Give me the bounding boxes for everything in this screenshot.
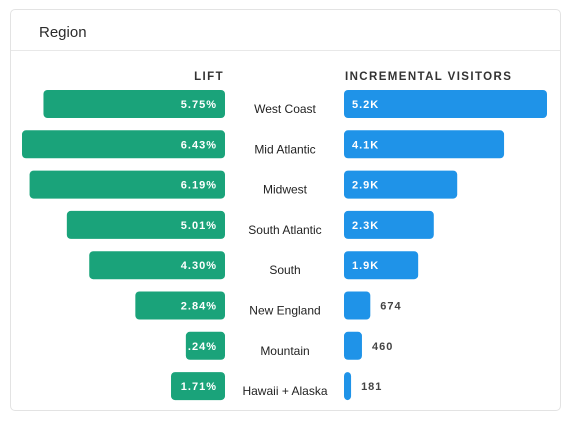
- lift-value-label: 6.43%: [181, 139, 217, 151]
- region-panel: Region: [10, 9, 561, 411]
- lift-bar: [66, 210, 226, 239]
- lift-bar: [135, 291, 225, 320]
- lift-bar: [22, 130, 225, 159]
- lift-value-label: .24%: [188, 341, 217, 353]
- visitors-value-label: 2.3K: [352, 220, 379, 232]
- lift-bar: [89, 251, 225, 280]
- visitors-header: INCREMENTAL VISITORS: [345, 71, 512, 83]
- lift-value-label: 2.84%: [181, 301, 217, 313]
- lift-value-label: 5.01%: [181, 220, 217, 232]
- lift-value-label: 4.30%: [181, 260, 217, 272]
- lift-bar: [171, 372, 225, 401]
- visitors-bar: [344, 210, 434, 239]
- region-label: South: [269, 263, 300, 277]
- visitors-bar: [344, 170, 458, 199]
- region-label: New England: [249, 304, 320, 318]
- lift-value-label: 6.19%: [181, 180, 217, 192]
- lift-bar: [43, 90, 226, 118]
- visitors-bar: [344, 372, 352, 401]
- region-label: Midwest: [263, 183, 308, 197]
- region-label: South Atlantic: [248, 223, 321, 237]
- visitors-value-label: 674: [380, 301, 401, 313]
- visitors-value-label: 1.9K: [352, 260, 379, 272]
- visitors-value-label: 460: [372, 341, 393, 353]
- visitors-value-label: 2.9K: [352, 180, 379, 192]
- panel-title: Region: [39, 24, 87, 41]
- visitors-bar: [344, 90, 547, 118]
- region-label: Mountain: [260, 344, 309, 358]
- visitors-bar: [344, 331, 362, 360]
- panel-header: Region: [11, 10, 560, 51]
- visitors-bar: [344, 291, 371, 320]
- lift-value-label: 1.71%: [181, 381, 217, 393]
- region-label: Hawaii + Alaska: [242, 384, 327, 398]
- visitors-bar: [344, 251, 419, 280]
- visitors-value-label: 4.1K: [352, 139, 379, 151]
- lift-bar: [185, 331, 225, 360]
- region-label: West Coast: [254, 102, 316, 116]
- lift-value-label: 5.75%: [181, 99, 217, 111]
- visitors-value-label: 5.2K: [352, 99, 379, 111]
- lift-bar: [29, 170, 226, 199]
- visitors-bar: [344, 130, 505, 159]
- region-label: Mid Atlantic: [254, 142, 315, 156]
- visitors-value-label: 181: [361, 381, 382, 393]
- lift-header: LIFT: [194, 71, 224, 83]
